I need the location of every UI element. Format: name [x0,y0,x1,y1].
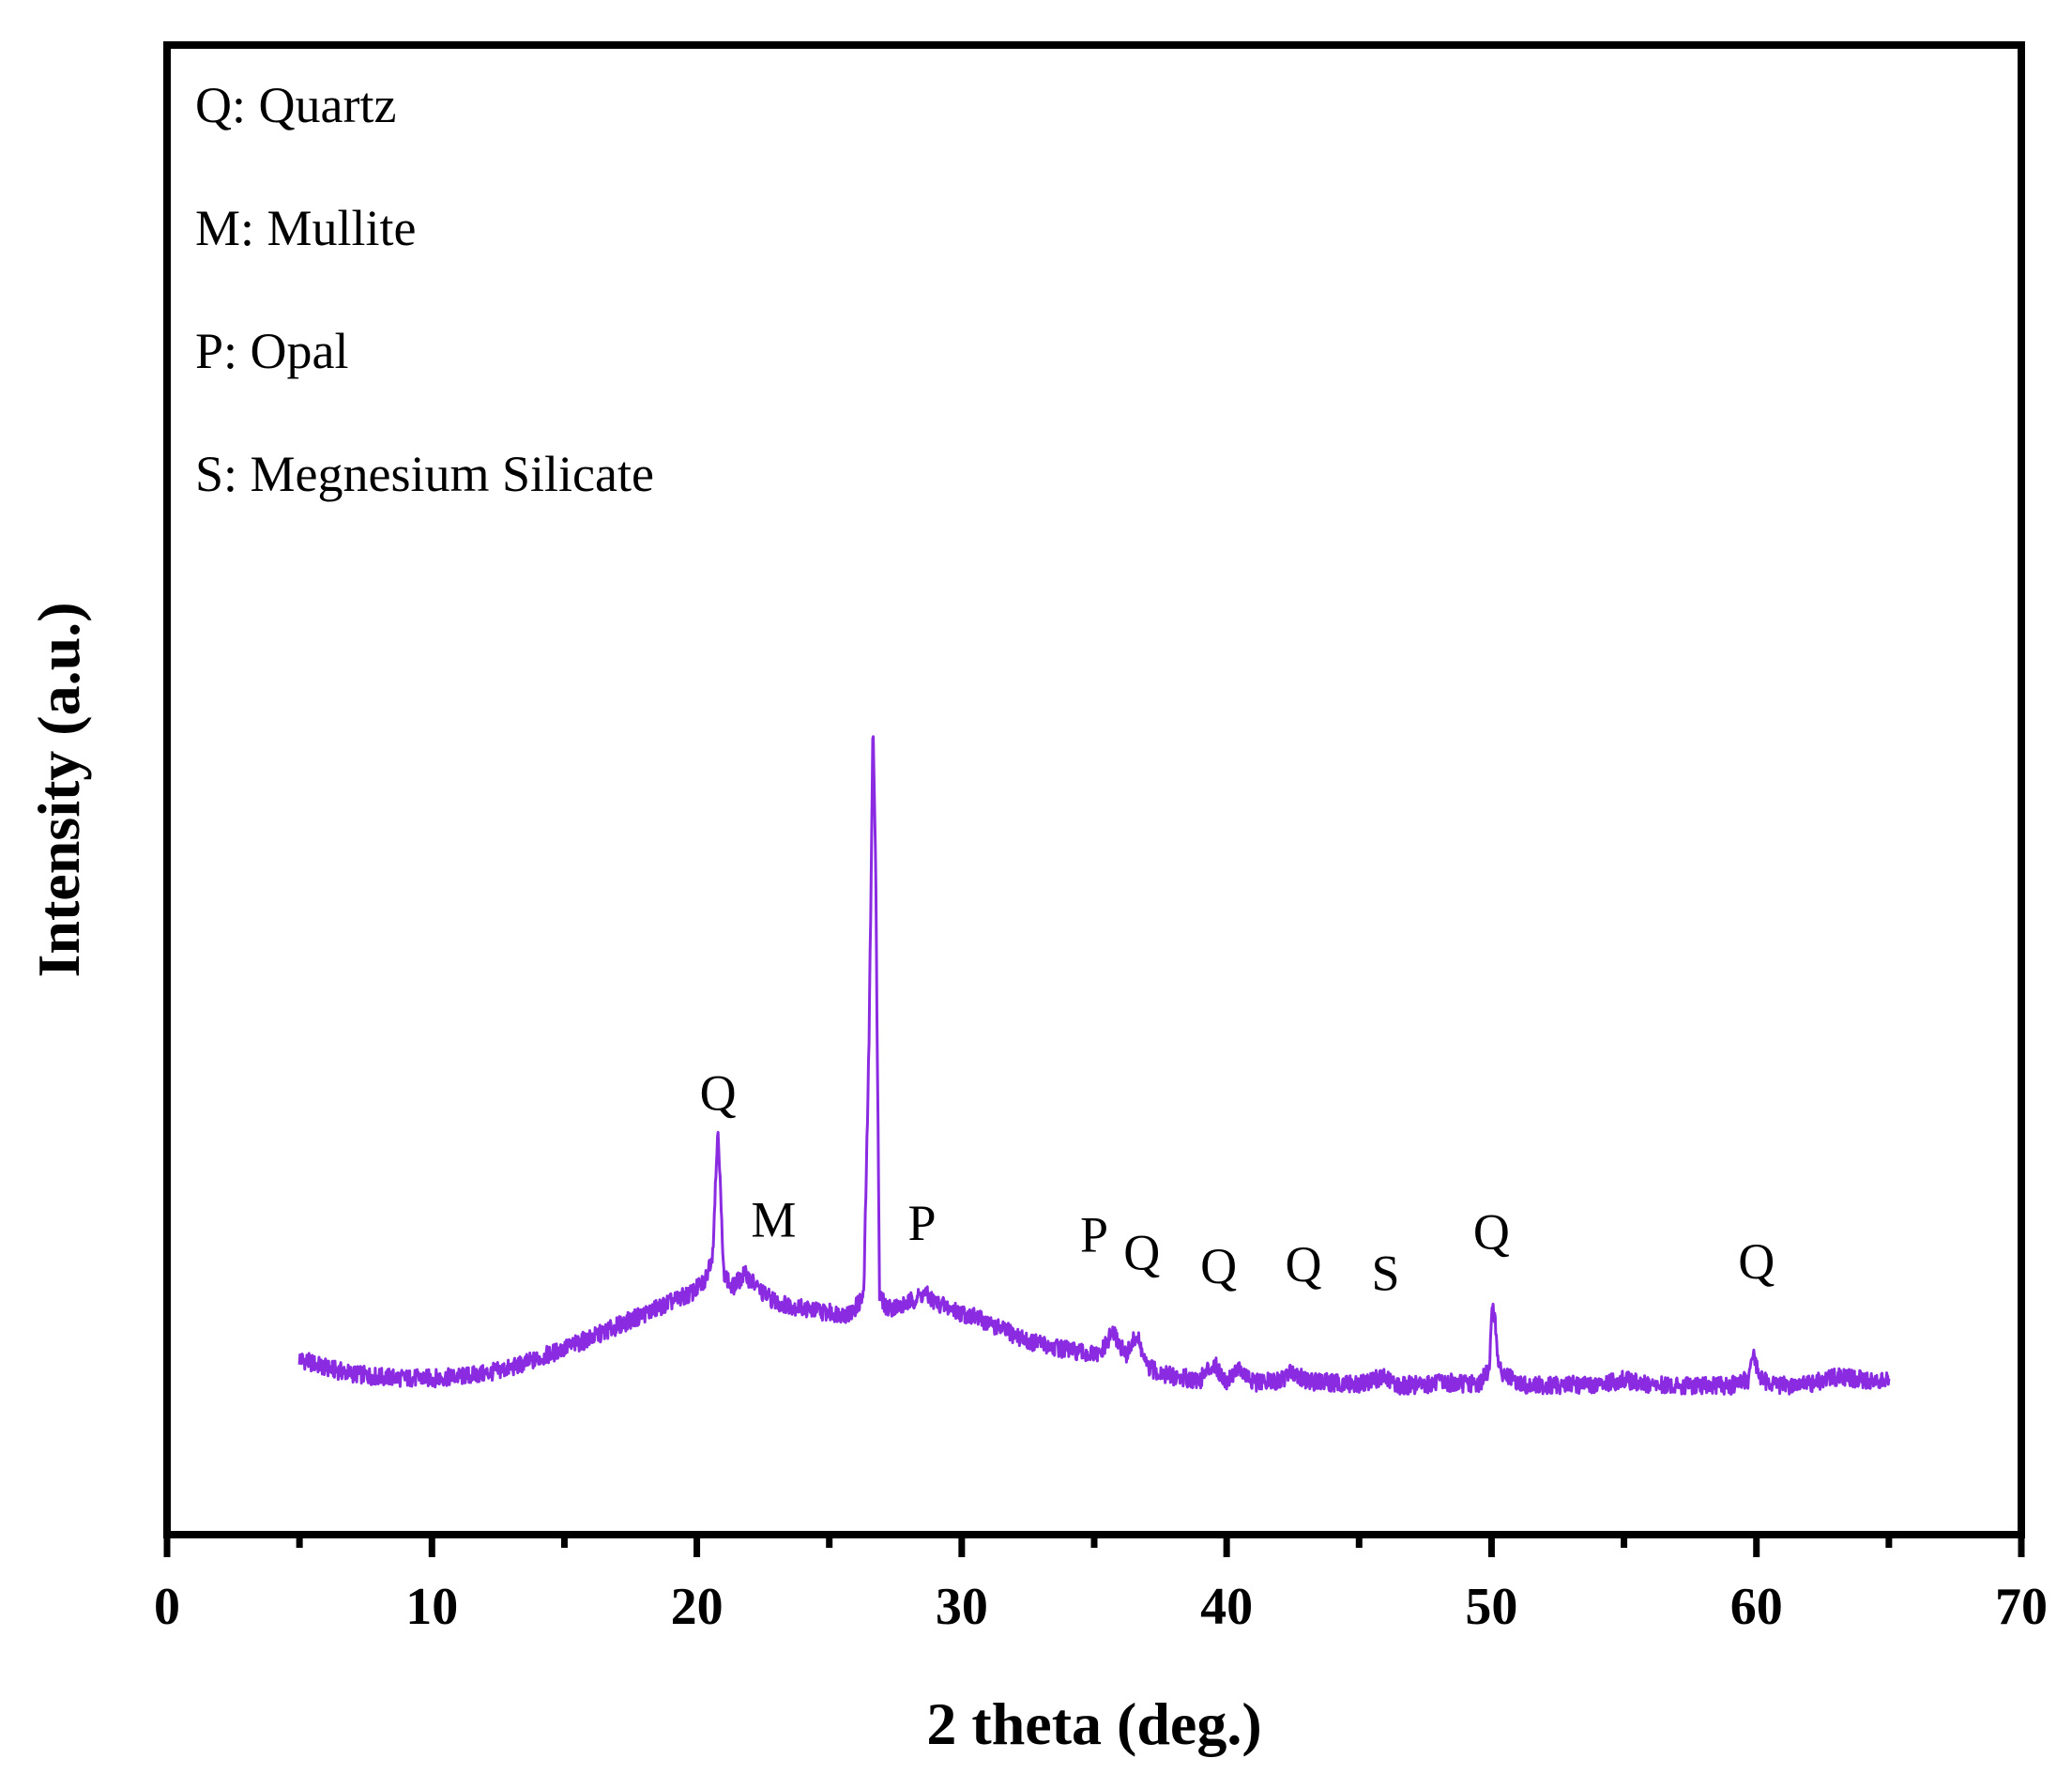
legend-entry: Q: Quartz [195,77,396,133]
peak-label: Q [700,1065,737,1122]
plot-frame [163,41,2025,1538]
peak-label: Q [1286,1236,1322,1292]
x-tick-label: 70 [1995,1578,2048,1636]
x-tick-label: 0 [154,1578,180,1636]
series-layer [297,735,1891,1396]
peak-label: Q [1123,1225,1160,1281]
legend: Q: Quartz M: Mullite P: Opal S: Megnesium S… [195,77,654,502]
peak-label: Q [1738,1233,1775,1290]
x-axis-ticks [163,1535,2025,1557]
y-axis-title: Intensity (a.u.) [25,602,92,977]
x-tick-label: 60 [1730,1578,1783,1636]
x-tick-label: 40 [1200,1578,1253,1636]
peak-label: Q [1473,1203,1510,1260]
peak-label: P [1080,1206,1108,1262]
x-tick-label: 20 [671,1578,724,1636]
legend-entry: M: Mullite [195,200,417,256]
peak-label: S [1371,1246,1399,1302]
peak-label: P [907,1195,936,1251]
legend-entry: S: Megnesium Silicate [195,446,654,502]
x-tick-label: 30 [936,1578,988,1636]
peak-labels: QM P P Q Q Q SQQ [700,1065,1775,1302]
xrd-pattern-line [297,735,1891,1396]
legend-entry: P: Opal [195,323,349,379]
x-tick-label: 10 [405,1578,458,1636]
peak-label: M [751,1192,796,1248]
x-tick-label: 50 [1465,1578,1517,1636]
x-axis-title: 2 theta (deg.) [926,1690,1261,1757]
peak-label: Q [1200,1238,1237,1294]
x-axis-tick-labels: 0 10 20 30 40 50 60 70 [154,1578,2048,1636]
